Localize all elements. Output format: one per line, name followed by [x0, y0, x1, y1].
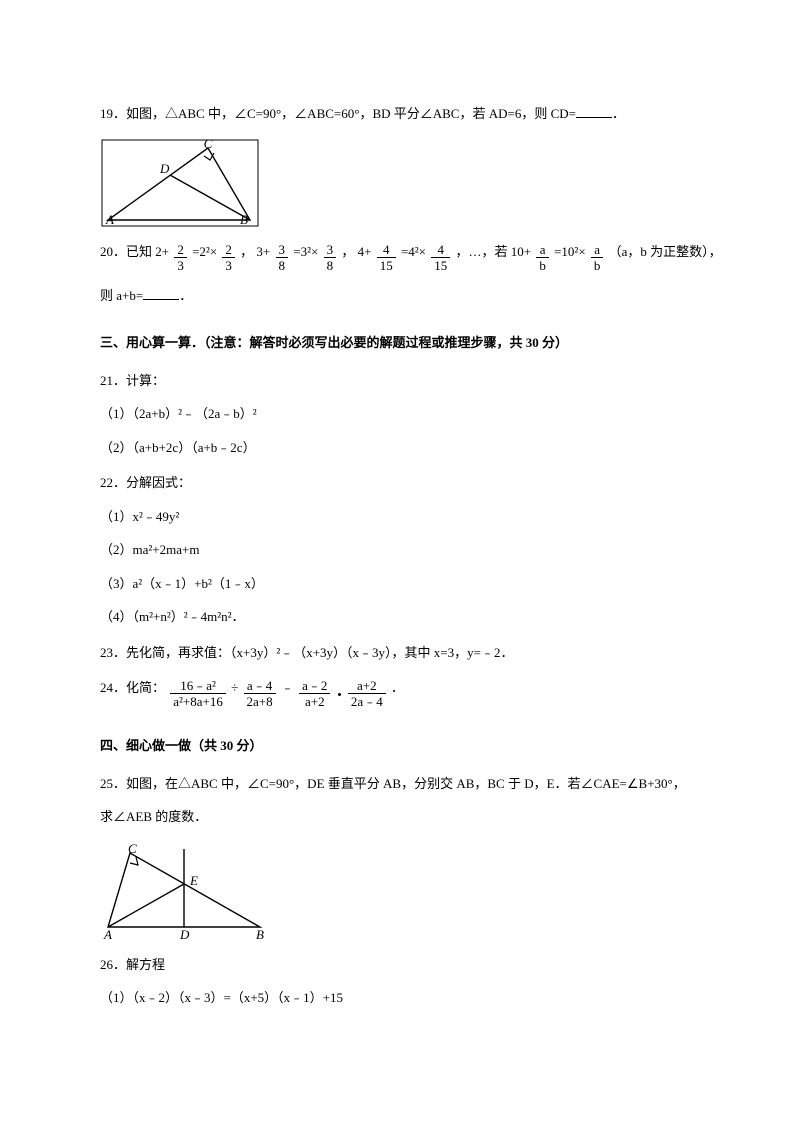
q24-minus: ﹣	[281, 680, 294, 695]
q24-f1: 16﹣a²a²+8a+16	[170, 679, 226, 708]
q20-suffix: ．	[179, 288, 192, 303]
q24-f3: a﹣2a+2	[299, 679, 330, 708]
q26-p1: （1）（x﹣2）（x﹣3）=（x+5）（x﹣1）+15	[100, 988, 700, 1008]
q20-frac4: ab	[536, 243, 549, 272]
q22-p1: （1）x²﹣49y²	[100, 507, 700, 527]
svg-text:B: B	[240, 212, 248, 227]
q22-p2: （2）ma²+2ma+m	[100, 540, 700, 560]
q20-eq4: =10²×	[554, 244, 586, 259]
q20-dots: ，…，若 10+	[456, 244, 532, 259]
q21-stem: 21．计算：	[100, 371, 700, 391]
q20-frac4b: ab	[591, 243, 604, 272]
svg-text:D: D	[159, 161, 170, 176]
q24-line: 24．化简： 16﹣a²a²+8a+16 ÷ a﹣42a+8 ﹣ a﹣2a+2 …	[100, 678, 700, 708]
svg-text:E: E	[189, 873, 198, 888]
svg-text:A: A	[105, 212, 114, 227]
svg-text:C: C	[204, 138, 213, 151]
svg-text:D: D	[179, 927, 190, 941]
q19-svg: C D A B	[100, 138, 260, 228]
q25-svg: C E A D B	[100, 841, 270, 941]
svg-text:A: A	[103, 927, 112, 941]
q20-eq3: =4²×	[401, 244, 426, 259]
q19-prefix: 19．如图，△ABC 中，∠C=90°，∠ABC=60°，BD 平分∠ABC，若…	[100, 106, 576, 121]
q26-stem: 26．解方程	[100, 955, 700, 975]
q20-s3a: 4+	[358, 244, 372, 259]
q20-frac2b: 38	[324, 243, 337, 272]
q20-c2: ，	[341, 244, 354, 259]
q24-div: ÷	[231, 680, 238, 695]
q20-frac3b: 415	[431, 243, 450, 272]
q20-frac1b: 23	[222, 243, 235, 272]
q19-blank	[576, 104, 612, 118]
q20-prefix: 20．已知 2+	[100, 244, 169, 259]
q22-p4: （4）（m²+n²）²﹣4m²n²．	[100, 607, 700, 627]
svg-text:C: C	[128, 841, 137, 856]
q20-frac2: 38	[276, 243, 289, 272]
q19-stem: 19．如图，△ABC 中，∠C=90°，∠ABC=60°，BD 平分∠ABC，若…	[100, 104, 700, 124]
q20-s2a: 3+	[256, 244, 270, 259]
page: 19．如图，△ABC 中，∠C=90°，∠ABC=60°，BD 平分∠ABC，若…	[0, 0, 800, 1082]
q24-prefix: 24．化简：	[100, 680, 165, 695]
q19-figure: C D A B	[100, 138, 700, 228]
q20-l2: 则 a+b=	[100, 288, 143, 303]
section3-title: 三、用心算一算．（注意：解答时必须写出必要的解题过程或推理步骤，共 30 分）	[100, 333, 700, 353]
q25-l1: 25．如图，在△ABC 中，∠C=90°，DE 垂直平分 AB，分别交 AB，B…	[100, 774, 700, 794]
q24-f4: a+22a﹣4	[348, 679, 386, 708]
q21-p2: （2）（a+b+2c）（a+b﹣2c）	[100, 438, 700, 458]
q24-suffix: ．	[391, 680, 404, 695]
q25-figure: C E A D B	[100, 841, 700, 941]
q20-c1: ，	[240, 244, 253, 259]
q22-stem: 22．分解因式：	[100, 473, 700, 493]
q23-text: 23．先化简，再求值：（x+3y）²﹣（x+3y）（x﹣3y），其中 x=3，y…	[100, 643, 700, 663]
q20-eq1: =2²×	[192, 244, 217, 259]
q21-p1: （1）（2a+b）²﹣（2a﹣b）²	[100, 404, 700, 424]
q19-suffix: ．	[612, 106, 625, 121]
q25-l2: 求∠AEB 的度数．	[100, 807, 700, 827]
q20-tail: （a，b 为正整数），	[609, 244, 722, 259]
svg-text:B: B	[256, 927, 264, 941]
q20-eq2: =3²×	[293, 244, 318, 259]
q20-frac1: 23	[174, 243, 187, 272]
section4-title: 四、细心做一做（共 30 分）	[100, 736, 700, 756]
q20-frac3: 415	[377, 243, 396, 272]
q20-blank	[143, 286, 179, 300]
q20-line2: 则 a+b= ．	[100, 286, 700, 306]
q24-dot-icon	[338, 693, 341, 696]
q24-f2: a﹣42a+8	[244, 679, 276, 708]
q22-p3: （3）a²（x﹣1）+b²（1﹣x）	[100, 574, 700, 594]
q20-line1: 20．已知 2+ 23 =2²× 23 ， 3+ 38 =3²× 38 ， 4+…	[100, 242, 700, 272]
